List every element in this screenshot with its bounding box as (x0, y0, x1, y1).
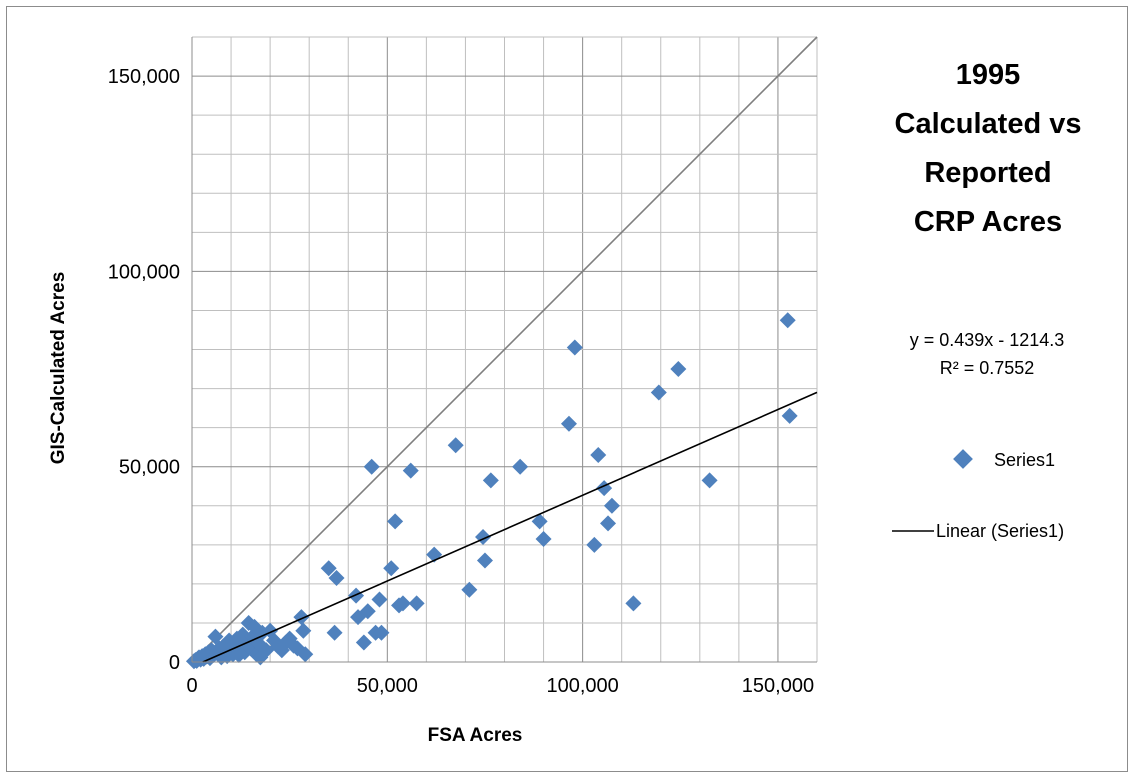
series-points (185, 312, 798, 670)
x-tick-label: 50,000 (357, 675, 418, 697)
data-point (297, 646, 314, 663)
chart-title-line: CRP Acres (914, 206, 1062, 238)
data-point (670, 361, 687, 378)
y-axis-title: GIS-Calculated Acres (48, 272, 69, 465)
y-tick-label: 100,000 (108, 261, 180, 283)
legend-label-linear: Linear (Series1) (936, 521, 1064, 541)
data-point (461, 581, 478, 598)
data-point (779, 312, 796, 329)
data-point (560, 415, 577, 432)
data-point (363, 458, 380, 475)
axes: 0 50,000 100,000 150,000 0 50,000 100,000 150,0… (108, 37, 817, 697)
chart-title-line: Reported (924, 157, 1051, 189)
data-point (371, 591, 388, 608)
data-point (566, 339, 583, 356)
legend: Series1 Linear (Series1) (892, 449, 1064, 541)
data-point (531, 513, 548, 530)
x-tick-label: 100,000 (546, 675, 618, 697)
data-point (600, 515, 617, 532)
data-point (476, 552, 493, 569)
x-tick-label: 0 (186, 675, 197, 697)
reference-line-1to1 (191, 36, 818, 663)
y-tick-label: 150,000 (108, 66, 180, 88)
x-tick-label: 150,000 (742, 675, 814, 697)
data-point (482, 472, 499, 489)
data-point (535, 530, 552, 547)
data-point (355, 634, 372, 651)
data-point (625, 595, 642, 612)
data-point (295, 622, 312, 639)
chart-title: 1995 Calculated vs Reported CRP Acres (895, 59, 1082, 238)
data-point (408, 595, 425, 612)
data-point (447, 437, 464, 454)
reference-line-layer (191, 36, 818, 663)
legend-label-series1: Series1 (994, 450, 1055, 470)
data-point (348, 587, 365, 604)
legend-marker-series1 (953, 449, 973, 469)
chart-title-line: 1995 (956, 59, 1021, 91)
data-point (387, 513, 404, 530)
data-point (586, 536, 603, 553)
data-point (603, 497, 620, 514)
trendline-r-squared: R² = 0.7552 (940, 358, 1035, 378)
y-tick-label: 50,000 (119, 457, 180, 479)
data-point (512, 458, 529, 475)
data-point (359, 603, 376, 620)
data-point (650, 384, 667, 401)
data-point (590, 446, 607, 463)
x-axis-title: FSA Acres (428, 725, 523, 746)
data-point (320, 560, 337, 577)
data-point (373, 624, 390, 641)
y-tick-label: 0 (169, 652, 180, 674)
data-point (781, 407, 798, 424)
data-point (326, 624, 343, 641)
data-point (701, 472, 718, 489)
data-point (402, 462, 419, 479)
trendline-linear (202, 391, 818, 663)
data-point (328, 570, 345, 587)
data-point (383, 560, 400, 577)
data-point (394, 595, 411, 612)
chart-title-line: Calculated vs (895, 108, 1082, 140)
trendline-layer (202, 391, 818, 663)
trendline-equation: y = 0.439x - 1214.3 (910, 330, 1065, 350)
